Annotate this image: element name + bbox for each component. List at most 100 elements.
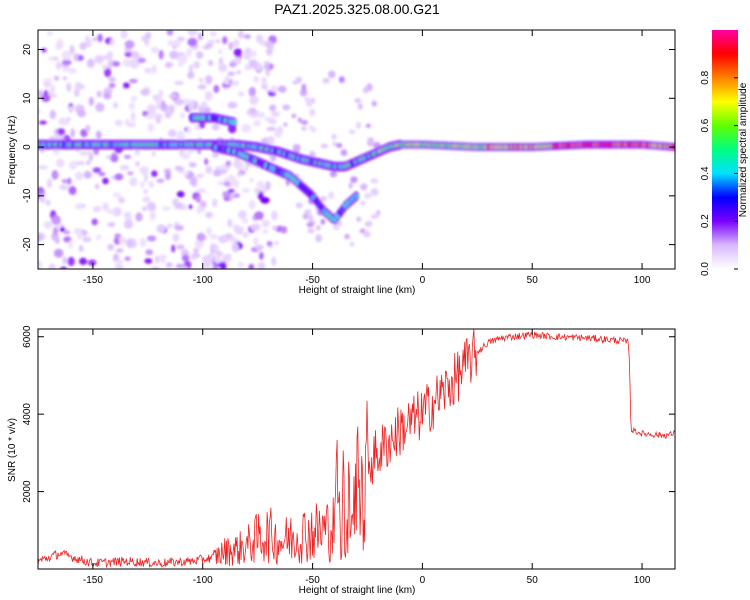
spectrogram-noise-cell: [364, 220, 373, 227]
spectrogram-noise-cell: [124, 51, 133, 58]
spectrogram-noise-cell: [228, 237, 238, 242]
spectrogram-noise-cell: [49, 109, 57, 120]
spectrogram-noise-cell: [307, 228, 315, 234]
spectrogram-noise-cell: [227, 71, 235, 76]
spectrogram-noise-cell: [194, 123, 201, 131]
spectrogram-noise-cell: [130, 58, 139, 69]
spectrogram-noise-cell: [243, 34, 252, 39]
x-tick-label: 100: [634, 275, 651, 286]
spectrogram-x-ticks: -150 -100 -50 0 50 100: [83, 30, 651, 286]
spectrogram-noise-cell: [196, 173, 205, 178]
snr-frame: [37, 328, 676, 570]
spectrogram-noise-cell: [158, 49, 164, 60]
spectrogram-noise-cell: [38, 232, 43, 242]
spectrogram-noise-cell: [338, 76, 345, 84]
spectrogram-noise-cell: [69, 44, 75, 55]
spectrogram-noise-cell: [135, 161, 140, 167]
spectrogram-noise-cell: [41, 94, 51, 102]
spectrogram-noise-cell: [308, 214, 314, 222]
spectrogram-noise-cell: [222, 191, 232, 198]
spectrogram-noise-cell: [348, 129, 356, 134]
spectrogram-noise-cell: [363, 192, 372, 199]
spectrogram-noise-cell: [146, 201, 157, 212]
spectrogram-noise-cell: [68, 239, 74, 250]
colorbar-tick-label: 0.2: [700, 214, 711, 228]
spectrogram-noise-cell: [328, 191, 335, 200]
spectrogram-noise-cell: [49, 93, 58, 98]
spectrogram-noise-cell: [322, 77, 330, 84]
spectrogram-noise-cell: [124, 256, 131, 262]
spectrogram-noise-cell: [238, 91, 245, 97]
spectrogram-noise-cell: [176, 133, 186, 140]
spectrogram-noise-cell: [167, 129, 177, 138]
snr-y-label: SNR (10 * v/v): [7, 418, 18, 482]
spectrogram-noise-cell: [254, 187, 261, 195]
spectrogram-noise-cell: [215, 250, 223, 258]
x-tick-label: 0: [420, 275, 426, 286]
spectrogram-noise-cell: [356, 216, 362, 222]
spectrogram-noise-cell: [58, 184, 69, 191]
spectrogram-noise-cell: [197, 84, 207, 90]
spectrogram-noise-cell: [174, 80, 184, 86]
spectrogram-noise-cell: [261, 78, 267, 87]
spectrogram-noise-cell: [241, 123, 252, 133]
spectrogram-noise-cell: [168, 104, 175, 114]
spectrogram-noise-cell: [200, 101, 208, 109]
spectrogram-noise-cell: [195, 51, 204, 59]
spectrogram-noise-cell: [212, 169, 222, 177]
spectrogram-noise-cell: [207, 252, 215, 261]
spectrogram-noise-cell: [104, 67, 112, 78]
spectrogram-y-label: Frequency (Hz): [7, 116, 18, 185]
spectrogram-noise-cell: [257, 261, 266, 269]
x-tick-label: -150: [83, 575, 103, 586]
spectrogram-noise-cell: [238, 210, 247, 220]
spectrogram-noise-cell: [50, 84, 56, 94]
spectrogram-noise-cell: [91, 218, 98, 226]
spectrogram-noise-cell: [107, 209, 117, 215]
spectrogram-noise-cell: [156, 178, 165, 184]
spectrogram-noise-cell: [140, 181, 145, 189]
spectrogram-noise-cell: [320, 218, 326, 225]
spectrogram-noise-cell: [265, 48, 273, 56]
spectrogram-noise-cell: [41, 47, 47, 53]
spectrogram-noise-cell: [112, 207, 122, 217]
spectrogram-noise-cell: [192, 61, 201, 69]
spectrogram-noise-cell: [308, 150, 316, 159]
spectrogram-noise-cell: [56, 38, 64, 49]
spectrogram-noise-cell: [108, 82, 116, 89]
spectrogram-noise-cell: [301, 119, 308, 125]
spectrogram-noise-cell: [365, 123, 371, 128]
spectrogram-noise-cell: [278, 85, 287, 93]
spectrogram-noise-cell: [95, 102, 105, 112]
spectrogram-noise-cell: [59, 266, 68, 269]
spectrogram-noise-cell: [271, 225, 278, 231]
spectrogram-noise-cell: [304, 209, 312, 215]
y-tick-label: 0: [22, 144, 33, 150]
spectrogram-noise-cell: [327, 70, 336, 79]
x-tick-label: 100: [634, 575, 651, 586]
spectrogram-frame: [37, 29, 676, 270]
spectrogram-noise-cell: [159, 254, 168, 259]
spectrogram-noise-cell: [165, 62, 173, 68]
spectrogram-noise-cell: [68, 106, 75, 112]
spectrogram-noise-cell: [262, 228, 269, 234]
spectrogram-noise-cell: [248, 59, 259, 69]
spectrogram-noise-cell: [61, 60, 72, 66]
spectrogram-noise-cell: [213, 84, 220, 93]
spectrogram-noise-cell: [350, 176, 358, 184]
spectrogram-noise-cell: [322, 195, 327, 202]
spectrogram-noise-cell: [176, 244, 185, 250]
spectrogram-noise-cell: [331, 134, 337, 140]
spectrogram-noise-cell: [135, 212, 143, 222]
spectrogram-noise-cell: [79, 151, 89, 156]
spectrogram-noise-cell: [264, 61, 270, 71]
spectrogram-noise-cell: [261, 219, 270, 228]
spectrogram-noise-cell: [62, 76, 68, 81]
snr-series-line: [38, 329, 675, 569]
colorbar-scale: [712, 30, 738, 269]
spectrogram-noise-cell: [130, 111, 136, 122]
spectrogram-noise-cell: [248, 199, 256, 210]
spectrogram-noise-cell: [233, 48, 242, 57]
y-tick-label: 10: [22, 92, 33, 104]
